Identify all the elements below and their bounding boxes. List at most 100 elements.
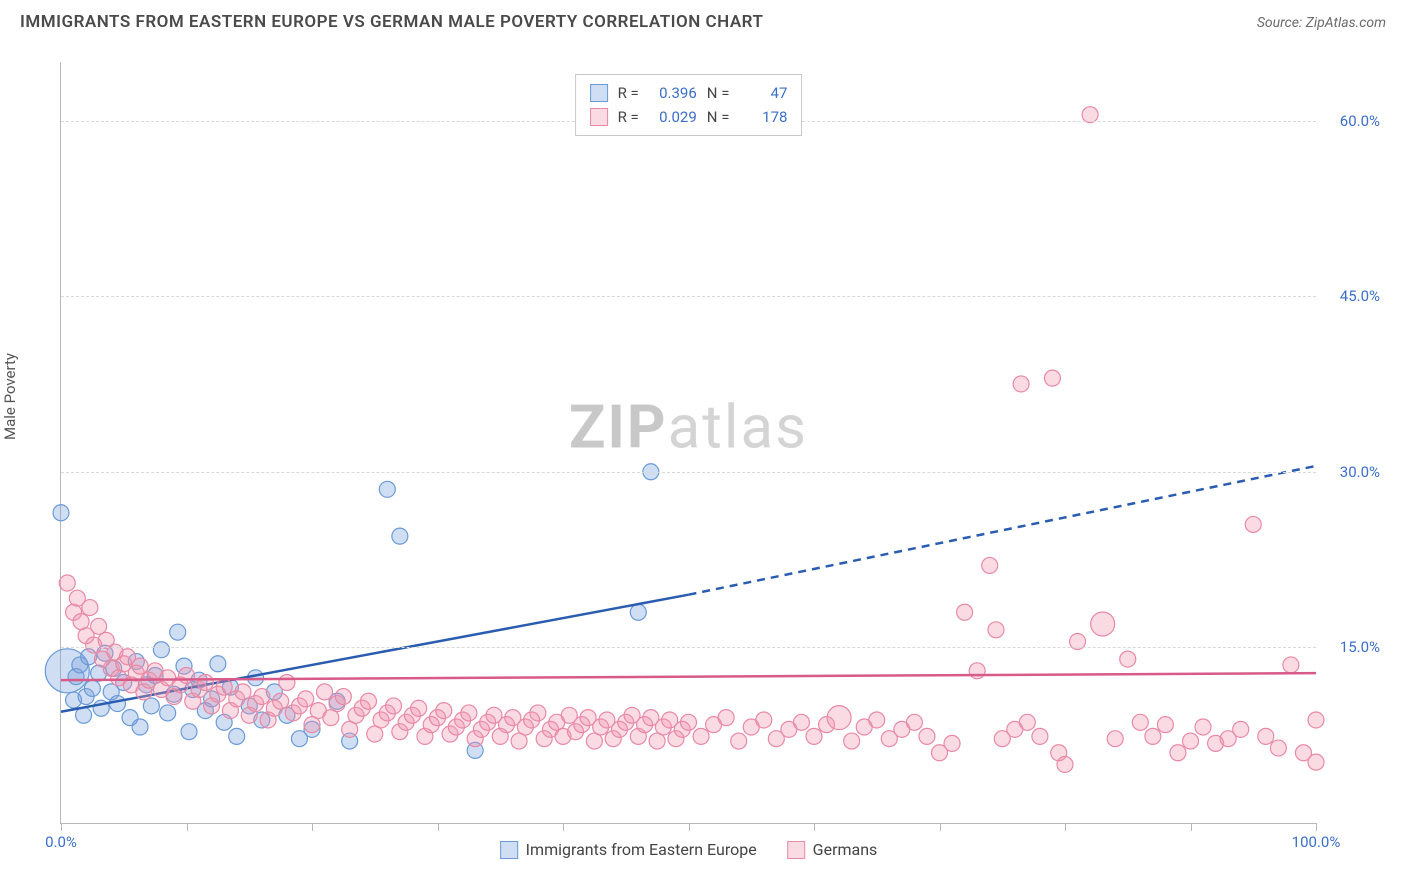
data-point [53, 505, 69, 521]
data-point [1091, 612, 1115, 636]
x-tick [563, 823, 564, 831]
data-point [210, 656, 226, 672]
n-value-germans: 178 [739, 105, 787, 129]
data-point [630, 604, 646, 620]
data-point [693, 728, 709, 744]
stats-row-immigrants: R = 0.396 N = 47 [590, 81, 788, 105]
data-point [91, 618, 107, 634]
data-point [1145, 728, 1161, 744]
data-point [335, 689, 351, 705]
data-point [273, 693, 289, 709]
n-value-immigrants: 47 [739, 81, 787, 105]
x-tick [61, 823, 62, 831]
x-tick-label: 0.0% [45, 833, 77, 851]
data-point [197, 675, 213, 691]
r-label: R = [618, 81, 639, 105]
data-point [153, 642, 169, 658]
data-point [1258, 728, 1274, 744]
data-point [181, 724, 197, 740]
data-point [1132, 714, 1148, 730]
data-point [969, 663, 985, 679]
data-point [906, 714, 922, 730]
data-point [1245, 516, 1261, 532]
data-point [1233, 721, 1249, 737]
data-point [379, 481, 395, 497]
data-point [988, 622, 1004, 638]
x-tick [312, 823, 313, 831]
data-point [235, 684, 251, 700]
data-point [1170, 745, 1186, 761]
data-point [957, 604, 973, 620]
source-attribution: Source: ZipAtlas.com [1257, 15, 1386, 31]
data-point [216, 679, 232, 695]
y-tick-label: 60.0% [1320, 112, 1380, 130]
data-point [1107, 731, 1123, 747]
data-point [944, 735, 960, 751]
data-point [143, 698, 159, 714]
x-tick-label: 100.0% [1292, 833, 1341, 851]
data-point [869, 712, 885, 728]
data-point [386, 698, 402, 714]
y-tick-label: 30.0% [1320, 463, 1380, 481]
data-point [461, 705, 477, 721]
data-point [411, 700, 427, 716]
data-point [360, 693, 376, 709]
scatter-svg [61, 62, 1316, 823]
data-point [1283, 657, 1299, 673]
trend-line-dashed [689, 466, 1317, 595]
data-point [718, 710, 734, 726]
series-legend: Immigrants from Eastern Europe Germans [500, 840, 878, 859]
chart-header: IMMIGRANTS FROM EASTERN EUROPE VS GERMAN… [0, 0, 1406, 40]
x-tick [187, 823, 188, 831]
swatch-immigrants-icon [500, 841, 518, 859]
data-point [132, 658, 148, 674]
data-point [59, 575, 75, 591]
data-point [1183, 733, 1199, 749]
x-tick [940, 823, 941, 831]
data-point [530, 705, 546, 721]
x-tick [1065, 823, 1066, 831]
legend-label-immigrants: Immigrants from Eastern Europe [526, 840, 757, 859]
data-point [229, 728, 245, 744]
x-tick [689, 823, 690, 831]
r-label: R = [618, 105, 639, 129]
x-tick [1191, 823, 1192, 831]
data-point [731, 733, 747, 749]
r-value-immigrants: 0.396 [649, 81, 697, 105]
gridline [61, 296, 1316, 297]
data-point [1057, 756, 1073, 772]
stats-legend: R = 0.396 N = 47 R = 0.029 N = 178 [575, 74, 803, 136]
data-point [436, 703, 452, 719]
data-point [793, 714, 809, 730]
data-point [827, 706, 851, 730]
data-point [84, 680, 100, 696]
source-value: ZipAtlas.com [1306, 15, 1386, 31]
data-point [179, 667, 195, 683]
chart-area: Male Poverty ZIPatlas R = 0.396 N = 47 R… [20, 50, 1386, 872]
data-point [1044, 370, 1060, 386]
y-tick-label: 45.0% [1320, 287, 1380, 305]
data-point [392, 528, 408, 544]
gridline [61, 647, 1316, 648]
x-tick [438, 823, 439, 831]
data-point [170, 624, 186, 640]
plot-region: ZIPatlas R = 0.396 N = 47 R = 0.029 N = … [60, 62, 1316, 824]
y-tick-label: 15.0% [1320, 638, 1380, 656]
data-point [1308, 712, 1324, 728]
swatch-germans [590, 108, 608, 126]
data-point [132, 719, 148, 735]
data-point [1157, 717, 1173, 733]
y-axis-label: Male Poverty [1, 353, 19, 440]
data-point [1270, 740, 1286, 756]
legend-item-germans: Germans [787, 840, 878, 859]
data-point [1032, 728, 1048, 744]
swatch-immigrants [590, 84, 608, 102]
data-point [844, 733, 860, 749]
data-point [1195, 719, 1211, 735]
data-point [279, 675, 295, 691]
data-point [806, 728, 822, 744]
data-point [919, 728, 935, 744]
data-point [756, 712, 772, 728]
data-point [254, 689, 270, 705]
legend-label-germans: Germans [813, 840, 878, 859]
